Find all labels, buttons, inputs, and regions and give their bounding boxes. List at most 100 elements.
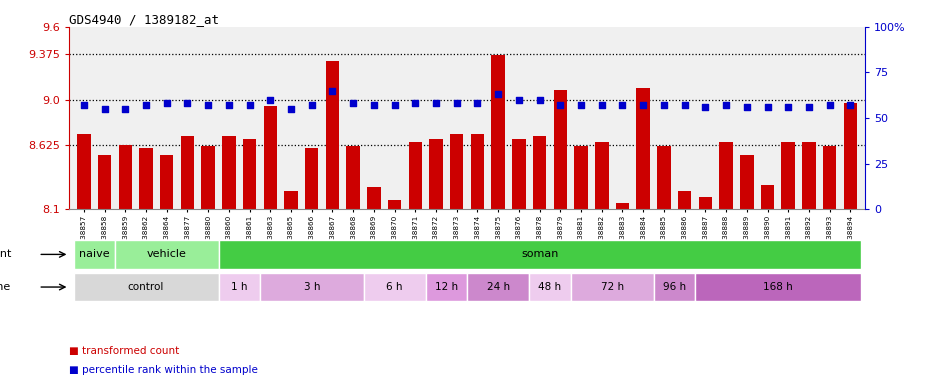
Point: [159, 101, 174, 107]
Bar: [760, 185, 774, 209]
Bar: [364, 273, 426, 301]
Bar: [77, 134, 91, 209]
Point: [221, 102, 236, 108]
Bar: [305, 149, 318, 209]
Bar: [471, 134, 484, 209]
Text: 3 h: 3 h: [303, 282, 320, 292]
Bar: [426, 273, 467, 301]
Bar: [429, 139, 443, 209]
Point: [346, 101, 361, 107]
Point: [781, 104, 796, 110]
Bar: [218, 273, 260, 301]
Text: 72 h: 72 h: [600, 282, 623, 292]
Bar: [264, 106, 278, 209]
Bar: [657, 146, 671, 209]
Bar: [512, 139, 525, 209]
Bar: [467, 273, 529, 301]
Text: 96 h: 96 h: [662, 282, 685, 292]
Bar: [180, 136, 194, 209]
Bar: [616, 203, 629, 209]
Bar: [367, 187, 380, 209]
Point: [698, 104, 713, 110]
Bar: [73, 240, 115, 269]
Point: [284, 106, 299, 112]
Text: GDS4940 / 1389182_at: GDS4940 / 1389182_at: [69, 13, 219, 26]
Point: [428, 101, 443, 107]
Bar: [243, 139, 256, 209]
Text: 1 h: 1 h: [231, 282, 248, 292]
Bar: [636, 88, 650, 209]
Bar: [491, 55, 505, 209]
Bar: [740, 154, 754, 209]
Point: [470, 101, 485, 107]
Bar: [218, 240, 861, 269]
Point: [615, 102, 630, 108]
Point: [242, 102, 257, 108]
Text: 12 h: 12 h: [435, 282, 458, 292]
Text: control: control: [128, 282, 165, 292]
Bar: [260, 273, 364, 301]
Point: [532, 97, 547, 103]
Bar: [98, 154, 111, 209]
Bar: [450, 134, 463, 209]
Bar: [802, 142, 816, 209]
Point: [388, 102, 402, 108]
Bar: [118, 145, 132, 209]
Text: time: time: [0, 282, 11, 292]
Text: soman: soman: [521, 249, 559, 260]
Point: [366, 102, 381, 108]
Bar: [695, 273, 861, 301]
Bar: [284, 191, 298, 209]
Bar: [533, 136, 547, 209]
Text: agent: agent: [0, 249, 11, 260]
Point: [739, 104, 754, 110]
Point: [760, 104, 775, 110]
Point: [139, 102, 154, 108]
Bar: [115, 240, 218, 269]
Point: [117, 106, 132, 112]
Bar: [409, 142, 422, 209]
Point: [77, 102, 92, 108]
Text: 168 h: 168 h: [763, 282, 793, 292]
Point: [553, 102, 568, 108]
Point: [325, 88, 339, 94]
Text: naive: naive: [79, 249, 109, 260]
Bar: [844, 103, 857, 209]
Bar: [678, 191, 691, 209]
Point: [180, 101, 195, 107]
Text: vehicle: vehicle: [147, 249, 187, 260]
Text: 6 h: 6 h: [387, 282, 403, 292]
Point: [802, 104, 817, 110]
Bar: [574, 146, 587, 209]
Point: [304, 102, 319, 108]
Text: ■ percentile rank within the sample: ■ percentile rank within the sample: [69, 365, 258, 375]
Text: 48 h: 48 h: [538, 282, 561, 292]
Point: [491, 91, 506, 98]
Point: [719, 102, 734, 108]
Point: [595, 102, 610, 108]
Point: [201, 102, 216, 108]
Point: [97, 106, 112, 112]
Point: [822, 102, 837, 108]
Bar: [823, 146, 836, 209]
Bar: [388, 200, 401, 209]
Bar: [782, 142, 795, 209]
Point: [843, 102, 857, 108]
Point: [677, 102, 692, 108]
Point: [408, 101, 423, 107]
Bar: [595, 142, 609, 209]
Bar: [698, 197, 712, 209]
Point: [450, 101, 464, 107]
Point: [657, 102, 672, 108]
Bar: [160, 154, 174, 209]
Text: 24 h: 24 h: [487, 282, 510, 292]
Point: [635, 102, 650, 108]
Bar: [720, 142, 733, 209]
Point: [263, 97, 278, 103]
Bar: [222, 136, 236, 209]
Bar: [554, 90, 567, 209]
Bar: [571, 273, 654, 301]
Bar: [347, 146, 360, 209]
Text: ■ transformed count: ■ transformed count: [69, 346, 179, 356]
Bar: [326, 61, 339, 209]
